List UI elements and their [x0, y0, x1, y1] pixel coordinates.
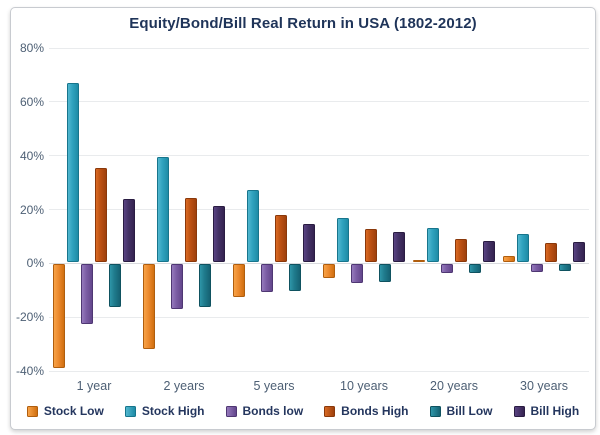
- bar-bill-low-10-years: [379, 264, 391, 282]
- bar-bill-high-1-year: [123, 198, 135, 263]
- bar-bill-low-1-year: [109, 264, 121, 308]
- y-tick-label-60: 60%: [19, 94, 44, 109]
- legend-swatch-bonds-high: [324, 405, 336, 417]
- bar-bill-low-30-years: [559, 264, 571, 271]
- gridline-20: [49, 209, 589, 210]
- bar-stock-high-30-years: [517, 234, 529, 263]
- legend: Stock Low Stock High Bonds low Bonds High Bi…: [11, 404, 595, 418]
- legend-item-stock-high: Stock High: [124, 404, 205, 418]
- legend-item-bonds-low: Bonds low: [225, 404, 304, 418]
- bar-bonds-high-30-years: [545, 242, 557, 263]
- y-tick-label-40: 40%: [19, 148, 44, 163]
- bar-bill-low-2-years: [199, 264, 211, 308]
- bar-bill-high-30-years: [573, 242, 585, 263]
- chart-frame: Equity/Bond/Bill Real Return in USA (180…: [10, 7, 596, 430]
- bar-bonds-high-20-years: [455, 238, 467, 263]
- bar-stock-high-1-year: [67, 83, 79, 263]
- y-tick-label--20: -20%: [15, 310, 44, 325]
- bar-bill-low-5-years: [289, 264, 301, 292]
- bar-stock-high-2-years: [157, 157, 169, 263]
- bar-stock-low-5-years: [233, 264, 245, 297]
- gridline-80: [49, 47, 589, 49]
- bar-group-20-years: [409, 48, 499, 371]
- legend-label-bonds-high: Bonds High: [341, 404, 409, 418]
- bar-bill-high-10-years: [393, 231, 405, 263]
- y-tick-label-80: 80%: [19, 41, 44, 55]
- bar-stock-low-1-year: [53, 264, 65, 369]
- legend-swatch-stock-low: [26, 405, 38, 417]
- legend-item-bill-high: Bill High: [513, 404, 580, 418]
- bar-stock-low-30-years: [503, 255, 515, 263]
- bar-bonds-low-2-years: [171, 264, 183, 309]
- bar-bonds-low-30-years: [531, 264, 543, 273]
- legend-label-stock-low: Stock Low: [43, 404, 104, 418]
- gridline--20: [49, 316, 589, 318]
- gridline-60: [49, 101, 589, 103]
- x-axis-label-30-years: 30 years: [520, 379, 568, 393]
- bar-bonds-low-5-years: [261, 264, 273, 293]
- bar-bill-low-20-years: [469, 264, 481, 274]
- bar-group-10-years: [319, 48, 409, 371]
- bar-group-5-years: [229, 48, 319, 371]
- legend-swatch-stock-high: [124, 405, 136, 417]
- bar-bonds-high-2-years: [185, 197, 197, 263]
- legend-item-bonds-high: Bonds High: [324, 404, 409, 418]
- bar-stock-high-20-years: [427, 228, 439, 263]
- bar-bonds-high-5-years: [275, 215, 287, 263]
- bar-group-1-year: [49, 48, 139, 371]
- y-tick-label-20: 20%: [19, 202, 44, 217]
- bar-bonds-low-20-years: [441, 264, 453, 273]
- legend-label-bonds-low: Bonds low: [242, 404, 304, 418]
- legend-label-stock-high: Stock High: [141, 404, 205, 418]
- legend-item-stock-low: Stock Low: [26, 404, 104, 418]
- x-axis-label-5-years: 5 years: [253, 379, 295, 393]
- legend-swatch-bill-high: [513, 405, 525, 417]
- legend-swatch-bill-low: [429, 405, 441, 417]
- gridline-40: [49, 155, 589, 157]
- bar-bill-high-5-years: [303, 223, 315, 263]
- bar-group-2-years: [139, 48, 229, 371]
- gridline--40: [49, 370, 589, 372]
- legend-label-bill-high: Bill High: [530, 404, 580, 418]
- bar-bonds-high-10-years: [365, 228, 377, 263]
- bar-stock-low-10-years: [323, 264, 335, 278]
- bar-stock-low-2-years: [143, 264, 155, 350]
- legend-item-bill-low: Bill Low: [429, 404, 493, 418]
- legend-label-bill-low: Bill Low: [446, 404, 493, 418]
- x-axis-label-1-year: 1 year: [76, 379, 112, 393]
- x-axis-label-2-years: 2 years: [163, 379, 205, 393]
- bar-bonds-low-10-years: [351, 264, 363, 283]
- bar-bill-high-2-years: [213, 205, 225, 263]
- bar-bill-high-20-years: [483, 241, 495, 263]
- x-axis-label-10-years: 10 years: [340, 379, 388, 393]
- y-tick-label-0: 0%: [26, 256, 44, 271]
- bar-bonds-high-1-year: [95, 167, 107, 263]
- bar-stock-high-10-years: [337, 217, 349, 263]
- x-axis: 1 year 2 years 5 years 10 years 20 years 30 y…: [49, 379, 589, 393]
- bar-stock-high-5-years: [247, 190, 259, 263]
- legend-swatch-bonds-low: [225, 405, 237, 417]
- x-axis-label-20-years: 20 years: [430, 379, 478, 393]
- gridline-0: [49, 262, 589, 264]
- bar-group-30-years: [499, 48, 589, 371]
- plot-area: [49, 47, 589, 372]
- bar-stock-low-20-years: [413, 259, 425, 263]
- chart-title: Equity/Bond/Bill Real Return in USA (180…: [129, 15, 477, 32]
- bar-bonds-low-1-year: [81, 264, 93, 324]
- y-tick-label--40: -40%: [15, 364, 44, 378]
